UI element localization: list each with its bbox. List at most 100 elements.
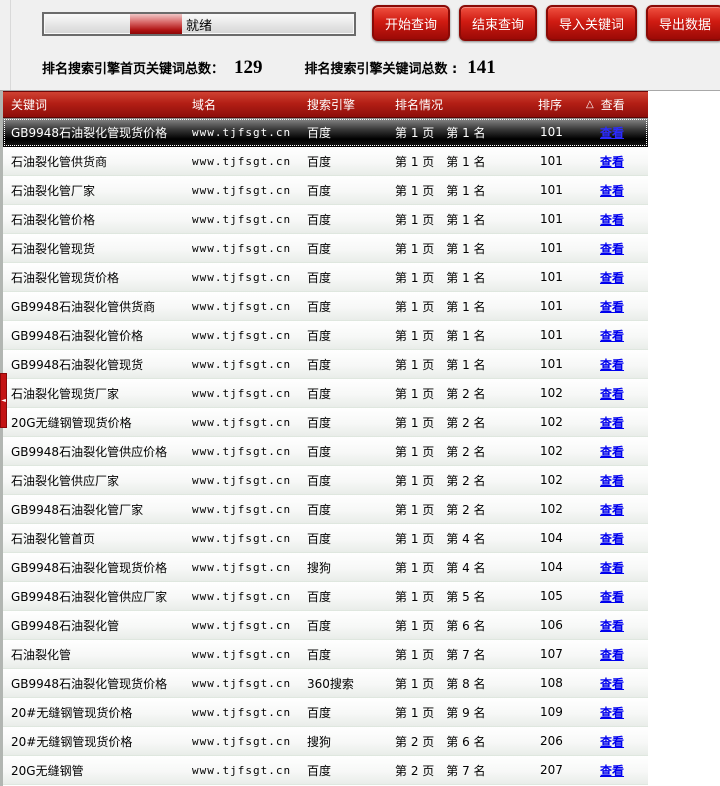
view-link[interactable]: 查看 — [600, 241, 625, 256]
engine-cell: 百度 — [307, 328, 332, 343]
side-panel-handle[interactable]: ◄ — [0, 373, 7, 428]
view-link[interactable]: 查看 — [600, 589, 625, 604]
table-row[interactable]: 石油裂化管价格 www.tjfsgt.cn 百度 第 1 页 第 1 名 101… — [3, 205, 648, 234]
export-data-button[interactable]: 导出数据 — [646, 5, 720, 41]
column-header-sort[interactable]: 排序 — [538, 98, 563, 112]
keyword-cell: GB9948石油裂化管现货价格 — [11, 676, 168, 691]
sort-cell: 101 — [540, 183, 563, 197]
table-row[interactable]: 石油裂化管首页 www.tjfsgt.cn 百度 第 1 页 第 4 名 104… — [3, 524, 648, 553]
view-link[interactable]: 查看 — [600, 763, 625, 778]
view-link[interactable]: 查看 — [600, 183, 625, 198]
column-header-view[interactable]: △ 查看 — [586, 96, 648, 113]
domain-cell: www.tjfsgt.cn — [192, 763, 292, 777]
import-keywords-button[interactable]: 导入关键词 — [546, 5, 638, 41]
sort-cell: 101 — [540, 212, 563, 226]
table-row[interactable]: GB9948石油裂化管厂家 www.tjfsgt.cn 百度 第 1 页 第 2… — [3, 495, 648, 524]
rank-cell: 第 1 页 第 4 名 — [395, 560, 486, 575]
sort-cell: 109 — [540, 705, 563, 719]
rank-cell: 第 1 页 第 2 名 — [395, 415, 486, 430]
keyword-cell: 20#无缝钢管现货价格 — [11, 734, 133, 749]
column-header-engine[interactable]: 搜索引擎 — [307, 98, 356, 112]
engine-cell: 百度 — [307, 473, 332, 488]
engine-cell: 百度 — [307, 647, 332, 662]
view-link[interactable]: 查看 — [600, 125, 625, 140]
rank-cell: 第 1 页 第 8 名 — [395, 676, 486, 691]
view-link[interactable]: 查看 — [600, 357, 625, 372]
stats-bar: 排名搜索引擎首页关键词总数： 129 排名搜索引擎关键词总数 : 141 — [42, 57, 496, 79]
rank-cell: 第 1 页 第 1 名 — [395, 328, 486, 343]
table-row[interactable]: 石油裂化管供货商 www.tjfsgt.cn 百度 第 1 页 第 1 名 10… — [3, 147, 648, 176]
keyword-cell: GB9948石油裂化管供应价格 — [11, 444, 168, 459]
rank-cell: 第 1 页 第 1 名 — [395, 270, 486, 285]
engine-cell: 搜狗 — [307, 734, 332, 749]
keyword-cell: 石油裂化管现货 — [11, 241, 96, 256]
engine-cell: 百度 — [307, 270, 332, 285]
view-link[interactable]: 查看 — [600, 270, 625, 285]
view-link[interactable]: 查看 — [600, 444, 625, 459]
sort-cell: 106 — [540, 618, 563, 632]
table-row[interactable]: 石油裂化管 www.tjfsgt.cn 百度 第 1 页 第 7 名 107 查… — [3, 640, 648, 669]
view-link[interactable]: 查看 — [600, 734, 625, 749]
view-link[interactable]: 查看 — [600, 299, 625, 314]
view-link[interactable]: 查看 — [600, 212, 625, 227]
keyword-cell: GB9948石油裂化管供货商 — [11, 299, 156, 314]
view-link[interactable]: 查看 — [600, 560, 625, 575]
engine-cell: 百度 — [307, 618, 332, 633]
column-header-domain[interactable]: 域名 — [192, 98, 217, 112]
start-query-button[interactable]: 开始查询 — [372, 5, 451, 41]
window-edge-line — [10, 0, 11, 90]
table-row[interactable]: 石油裂化管供应厂家 www.tjfsgt.cn 百度 第 1 页 第 2 名 1… — [3, 466, 648, 495]
table-row[interactable]: GB9948石油裂化管价格 www.tjfsgt.cn 百度 第 1 页 第 1… — [3, 321, 648, 350]
view-link[interactable]: 查看 — [600, 154, 625, 169]
view-link[interactable]: 查看 — [600, 531, 625, 546]
view-link[interactable]: 查看 — [600, 328, 625, 343]
engine-cell: 百度 — [307, 386, 332, 401]
sort-cell: 101 — [540, 328, 563, 342]
engine-cell: 百度 — [307, 705, 332, 720]
table-row[interactable]: GB9948石油裂化管现货价格 www.tjfsgt.cn 搜狗 第 1 页 第… — [3, 553, 648, 582]
table-row[interactable]: GB9948石油裂化管 www.tjfsgt.cn 百度 第 1 页 第 6 名… — [3, 611, 648, 640]
rank-cell: 第 1 页 第 1 名 — [395, 357, 486, 372]
sort-cell: 102 — [540, 473, 563, 487]
domain-cell: www.tjfsgt.cn — [192, 734, 292, 748]
sort-cell: 101 — [540, 125, 563, 139]
table-row[interactable]: 20#无缝钢管现货价格 www.tjfsgt.cn 搜狗 第 2 页 第 6 名… — [3, 727, 648, 756]
column-header-keyword[interactable]: 关键词 — [11, 98, 48, 112]
keyword-cell: 石油裂化管供应厂家 — [11, 473, 120, 488]
keyword-cell: GB9948石油裂化管现货 — [11, 357, 144, 372]
table-row[interactable]: 石油裂化管现货价格 www.tjfsgt.cn 百度 第 1 页 第 1 名 1… — [3, 263, 648, 292]
table-row[interactable]: GB9948石油裂化管现货 www.tjfsgt.cn 百度 第 1 页 第 1… — [3, 350, 648, 379]
table-row[interactable]: 石油裂化管厂家 www.tjfsgt.cn 百度 第 1 页 第 1 名 101… — [3, 176, 648, 205]
table-row[interactable]: GB9948石油裂化管现货价格 www.tjfsgt.cn 360搜索 第 1 … — [3, 669, 648, 698]
table-row[interactable]: GB9948石油裂化管现货价格 www.tjfsgt.cn 百度 第 1 页 第… — [3, 118, 648, 147]
table-row[interactable]: GB9948石油裂化管供应价格 www.tjfsgt.cn 百度 第 1 页 第… — [3, 437, 648, 466]
view-link[interactable]: 查看 — [600, 676, 625, 691]
view-link[interactable]: 查看 — [600, 502, 625, 517]
view-link[interactable]: 查看 — [600, 473, 625, 488]
table-row[interactable]: 20G无缝钢管 www.tjfsgt.cn 百度 第 2 页 第 7 名 207… — [3, 756, 648, 785]
column-header-rank[interactable]: 排名情况 — [395, 98, 444, 112]
table-row[interactable]: 20#无缝钢管现货价格 www.tjfsgt.cn 百度 第 1 页 第 9 名… — [3, 698, 648, 727]
view-link[interactable]: 查看 — [600, 415, 625, 430]
view-link[interactable]: 查看 — [600, 618, 625, 633]
table-row[interactable]: 20G无缝钢管现货价格 www.tjfsgt.cn 百度 第 1 页 第 2 名… — [3, 408, 648, 437]
rank-cell: 第 1 页 第 2 名 — [395, 502, 486, 517]
column-header-view-label: 查看 — [600, 98, 625, 112]
keyword-cell: 20#无缝钢管现货价格 — [11, 705, 133, 720]
table-row[interactable]: GB9948石油裂化管供应厂家 www.tjfsgt.cn 百度 第 1 页 第… — [3, 582, 648, 611]
sort-cell: 108 — [540, 676, 563, 690]
sort-cell: 102 — [540, 415, 563, 429]
stop-query-button[interactable]: 结束查询 — [459, 5, 538, 41]
view-link[interactable]: 查看 — [600, 386, 625, 401]
view-link[interactable]: 查看 — [600, 647, 625, 662]
table-row[interactable]: 石油裂化管现货厂家 www.tjfsgt.cn 百度 第 1 页 第 2 名 1… — [3, 379, 648, 408]
engine-cell: 百度 — [307, 357, 332, 372]
sort-cell: 102 — [540, 502, 563, 516]
progress-bar-chunk — [130, 14, 182, 34]
view-link[interactable]: 查看 — [600, 705, 625, 720]
keyword-cell: GB9948石油裂化管 — [11, 618, 120, 633]
table-row[interactable]: GB9948石油裂化管供货商 www.tjfsgt.cn 百度 第 1 页 第 … — [3, 292, 648, 321]
result-list-area: 关键词 域名 搜索引擎 排名情况 排序 △ 查看 GB9948石油裂化管现货价格… — [0, 90, 720, 786]
sort-cell: 207 — [540, 763, 563, 777]
table-row[interactable]: 石油裂化管现货 www.tjfsgt.cn 百度 第 1 页 第 1 名 101… — [3, 234, 648, 263]
